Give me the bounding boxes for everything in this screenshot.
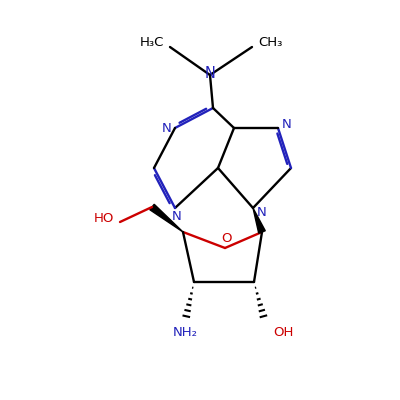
Text: N: N (204, 66, 216, 80)
Text: OH: OH (273, 326, 293, 340)
Polygon shape (253, 208, 265, 233)
Text: H₃C: H₃C (140, 36, 164, 48)
Text: N: N (257, 206, 267, 218)
Text: N: N (282, 118, 292, 130)
Text: N: N (172, 210, 182, 222)
Text: N: N (162, 122, 172, 134)
Text: NH₂: NH₂ (172, 326, 198, 340)
Text: CH₃: CH₃ (258, 36, 282, 48)
Text: HO: HO (94, 212, 114, 226)
Text: O: O (221, 232, 231, 246)
Polygon shape (150, 204, 183, 232)
